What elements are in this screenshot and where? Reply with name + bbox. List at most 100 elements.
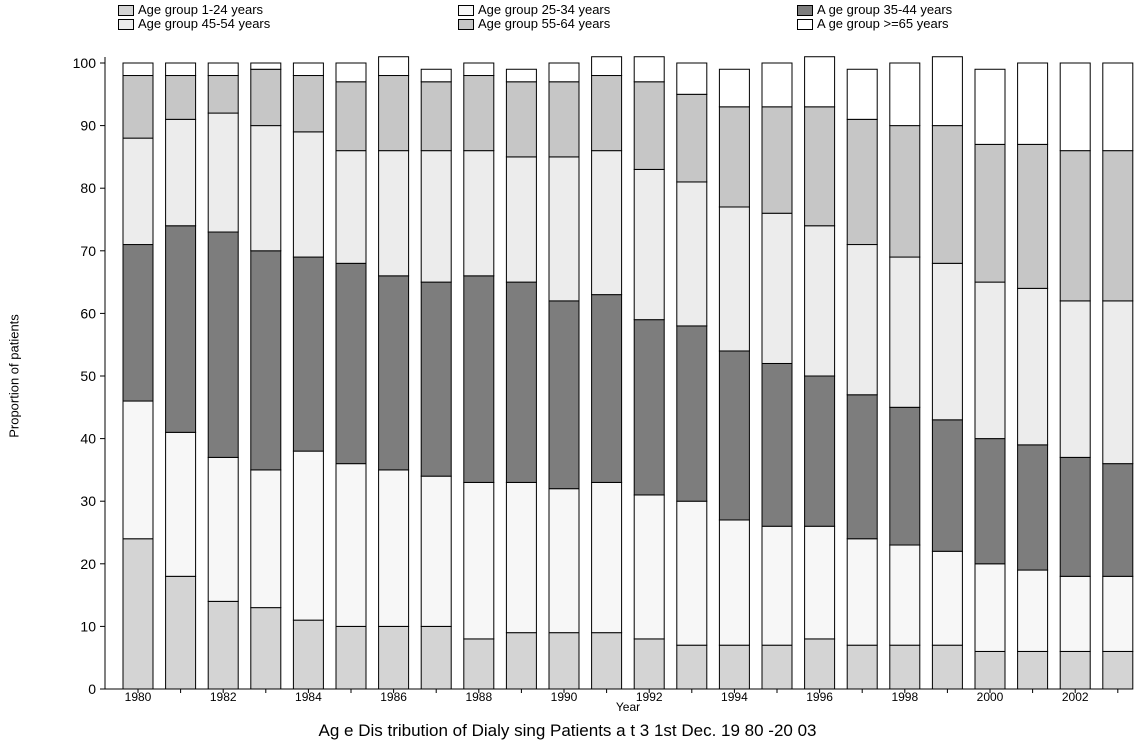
bar-segment: [676, 93, 708, 183]
y-tick-label: 70: [80, 243, 96, 259]
bar-segment: [931, 644, 963, 690]
bar-segment: [165, 575, 197, 690]
bar-segment: [548, 488, 580, 634]
bar-segment: [292, 619, 324, 690]
bar-segment: [335, 81, 367, 152]
bar-segment: [633, 319, 665, 496]
legend-label-1-24: Age group 1-24 years: [138, 2, 264, 17]
legend-column-2: Age group 25-34 years Age group 55-64 ye…: [458, 3, 610, 31]
x-tick-label: 1986: [380, 690, 407, 704]
bar-segment: [548, 300, 580, 490]
bar-segment: [633, 168, 665, 321]
y-tick-label: 50: [80, 368, 96, 384]
bar-segment: [378, 150, 410, 277]
legend-label-25-34: Age group 25-34 years: [478, 2, 611, 17]
bar-segment: [292, 131, 324, 258]
bar-segment: [463, 481, 495, 640]
bar-segment: [207, 62, 239, 77]
bar-segment: [804, 56, 836, 108]
bar-segment: [591, 481, 623, 634]
bar-segment: [165, 118, 197, 227]
bar-segment: [761, 525, 793, 646]
bar-segment: [122, 137, 154, 246]
bar-segment: [889, 256, 921, 408]
bar-segment: [335, 62, 367, 83]
legend-swatch-1-24: [118, 4, 134, 16]
bar-segment: [633, 494, 665, 640]
legend-item-25-34: Age group 25-34 years: [458, 3, 610, 17]
bar-segment: [804, 525, 836, 640]
bar-segment: [420, 81, 452, 152]
bar-segment: [378, 56, 410, 77]
bar-segment: [463, 638, 495, 690]
bar-segment: [889, 125, 921, 258]
bar-segment: [1017, 569, 1049, 652]
bar-segment: [505, 68, 537, 83]
bar-segment: [378, 469, 410, 627]
bar-segment: [846, 394, 878, 540]
chart-caption: Ag e Dis tribution of Dialy sing Patient…: [318, 721, 817, 740]
bar-segment: [1017, 143, 1049, 289]
bar-segment: [250, 250, 282, 471]
bar-segment: [165, 431, 197, 577]
y-tick-label: 100: [73, 55, 97, 71]
bar-segment: [1102, 300, 1134, 465]
y-tick-label: 10: [80, 618, 96, 634]
legend-item-65-plus: A ge group >=65 years: [797, 17, 952, 31]
bar-segment: [889, 644, 921, 690]
x-tick-label: 1992: [636, 690, 663, 704]
bar-segment: [761, 644, 793, 690]
bar-segment: [1059, 575, 1091, 652]
bar-segment: [505, 281, 537, 483]
bar-segment: [122, 75, 154, 139]
bar-segment: [1059, 456, 1091, 577]
bar-segment: [931, 419, 963, 552]
bar-segment: [165, 225, 197, 433]
bar-segment: [633, 638, 665, 690]
bar-segment: [505, 156, 537, 283]
bar-segment: [718, 206, 750, 352]
legend-item-35-44: A ge group 35-44 years: [797, 3, 952, 17]
bar-segment: [122, 244, 154, 402]
bar-segment: [463, 150, 495, 277]
legend-label-65-plus: A ge group >=65 years: [817, 16, 949, 31]
bar-segment: [846, 118, 878, 246]
y-tick-label: 20: [80, 556, 96, 572]
bar-segment: [846, 244, 878, 396]
bar-segment: [165, 75, 197, 120]
bar-segment: [207, 75, 239, 114]
bar-segment: [846, 644, 878, 690]
bar-segment: [676, 325, 708, 502]
y-tick-label: 0: [88, 681, 96, 697]
bar-segment: [718, 519, 750, 646]
bar-segment: [1017, 444, 1049, 571]
x-tick-label: 1994: [721, 690, 748, 704]
bar-segment: [974, 281, 1006, 440]
bar-segment: [250, 125, 282, 252]
x-tick-label: 1982: [210, 690, 237, 704]
x-tick-label: 1990: [551, 690, 578, 704]
bar-segment: [505, 632, 537, 690]
bar-segment: [974, 650, 1006, 690]
bar-segment: [463, 275, 495, 483]
bar-segment: [931, 125, 963, 264]
bar-segment: [676, 644, 708, 690]
bar-segment: [974, 143, 1006, 283]
bar-segment: [676, 62, 708, 95]
bar-segment: [1059, 150, 1091, 302]
bar-segment: [420, 281, 452, 477]
bar-segment: [718, 644, 750, 690]
bar-segment: [1102, 463, 1134, 577]
bar-segment: [761, 362, 793, 527]
y-tick-label: 40: [80, 431, 96, 447]
bar-segment: [591, 632, 623, 690]
bar-segment: [846, 68, 878, 120]
bar-segment: [250, 68, 282, 127]
legend-column-1: Age group 1-24 years Age group 45-54 yea…: [118, 3, 270, 31]
bar-segment: [463, 75, 495, 152]
legend-label-55-64: Age group 55-64 years: [478, 16, 611, 31]
bar-segment: [207, 456, 239, 602]
bar-segment: [505, 481, 537, 634]
x-axis-label: Year: [616, 700, 640, 714]
